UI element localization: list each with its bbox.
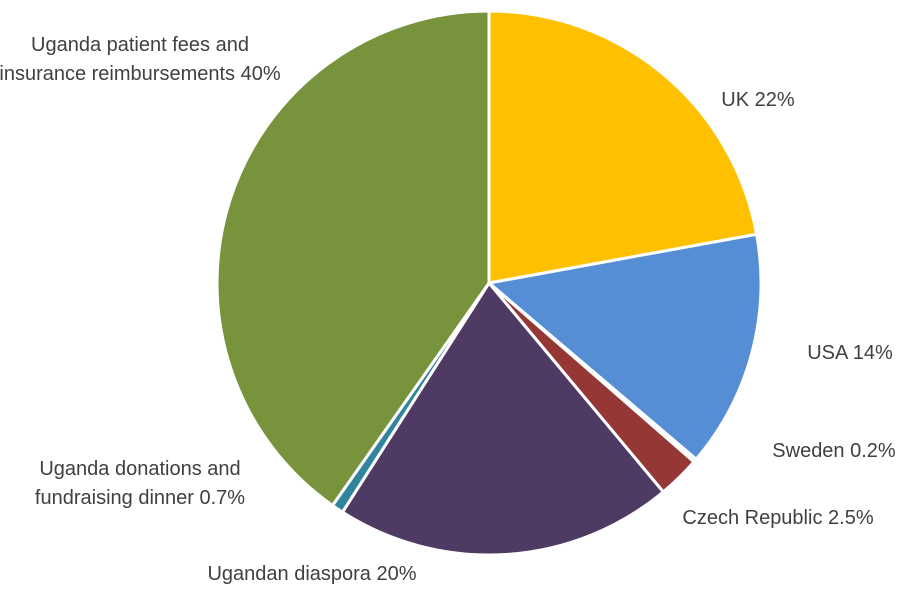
category-name: USA <box>807 341 848 364</box>
pie-slice <box>215 9 491 507</box>
category-name: Uganda patient fees and insurance reimbu… <box>0 34 249 85</box>
value-label: 14% <box>852 341 893 364</box>
data-label: Uganda donations and fundraising dinner … <box>0 455 280 513</box>
value-label: 22% <box>754 88 795 111</box>
data-label: Sweden 0.2% <box>734 437 915 466</box>
pie-slice <box>487 232 763 461</box>
value-label: 20% <box>376 563 417 585</box>
category-name: Ugandan diaspora <box>207 563 371 585</box>
category-name: UK <box>721 88 750 111</box>
data-label: Czech Republic 2.5% <box>648 504 908 533</box>
data-label: Uganda patient fees and insurance reimbu… <box>0 31 285 89</box>
category-name: Sweden <box>772 439 845 462</box>
value-label: 0.2% <box>850 439 896 462</box>
category-name: Czech Republic <box>682 506 823 529</box>
value-label: 2.5% <box>828 506 874 529</box>
data-label: USA 14% <box>750 339 915 368</box>
value-label: 40% <box>240 63 281 85</box>
category-name: Uganda donations and fundraising dinner <box>34 458 241 509</box>
pie-slice <box>340 281 665 557</box>
pie-slice <box>487 9 759 285</box>
value-label: 0.7% <box>199 487 246 509</box>
data-label: UK 22% <box>658 86 858 115</box>
data-label: Ugandan diaspora 20% <box>162 560 462 589</box>
